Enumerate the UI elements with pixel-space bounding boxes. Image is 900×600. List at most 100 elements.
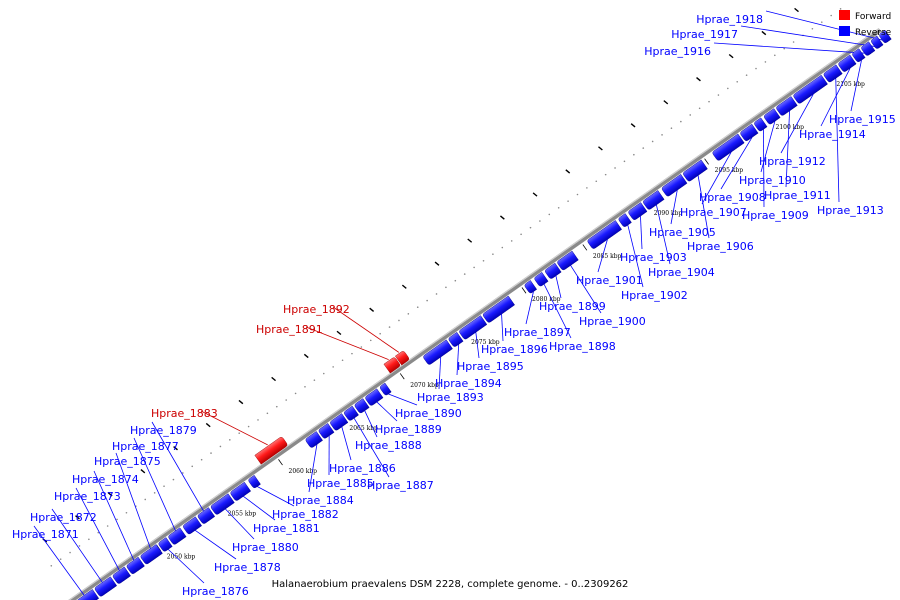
gene-block-hprae_1890[interactable] (379, 382, 392, 396)
gene-block-hprae_1887[interactable] (343, 405, 359, 421)
gene-block-hprae_1907[interactable] (712, 133, 745, 161)
gene-label-hprae_1880[interactable]: Hprae_1880 (232, 541, 299, 554)
gene-block-hprae_1884[interactable] (305, 431, 323, 448)
gene-label-hprae_1893[interactable]: Hprae_1893 (417, 391, 484, 404)
gene-label-hprae_1909[interactable]: Hprae_1909 (742, 209, 809, 222)
gene-label-hprae_1891[interactable]: Hprae_1891 (256, 323, 323, 336)
gene-label-hprae_1897[interactable]: Hprae_1897 (504, 326, 571, 339)
gene-block-hprae_1893[interactable] (423, 339, 453, 366)
gene-label-hprae_1918[interactable]: Hprae_1918 (696, 13, 763, 26)
gene-block-hprae_1904[interactable] (642, 190, 665, 210)
gene-label-hprae_1907[interactable]: Hprae_1907 (680, 206, 747, 219)
gene-label-hprae_1871[interactable]: Hprae_1871 (12, 528, 79, 541)
gene-block-hprae_1915[interactable] (851, 48, 866, 63)
gene-label-hprae_1892[interactable]: Hprae_1892 (283, 303, 350, 316)
gene-label-hprae_1912[interactable]: Hprae_1912 (759, 155, 826, 168)
gene-label-hprae_1905[interactable]: Hprae_1905 (649, 226, 716, 239)
gene-block-hprae_1885[interactable] (318, 423, 335, 439)
gene-block-hprae_1880[interactable] (210, 493, 235, 516)
gene-label-hprae_1906[interactable]: Hprae_1906 (687, 240, 754, 253)
gene-label-hprae_1915[interactable]: Hprae_1915 (829, 113, 896, 126)
gene-label-hprae_1896[interactable]: Hprae_1896 (481, 343, 548, 356)
gene-label-hprae_1875[interactable]: Hprae_1875 (94, 455, 161, 468)
gene-label-hprae_1886[interactable]: Hprae_1886 (329, 462, 396, 475)
gene-block-hprae_1891[interactable] (383, 357, 401, 374)
gene-block-hprae_1879[interactable] (197, 507, 216, 525)
gene-label-hprae_1900[interactable]: Hprae_1900 (579, 315, 646, 328)
gene-block-hprae_1888[interactable] (354, 398, 370, 414)
gene-label-hprae_1914[interactable]: Hprae_1914 (799, 128, 866, 141)
gene-block-hprae_1897[interactable] (524, 280, 537, 294)
gene-block-hprae_1872[interactable] (94, 576, 118, 598)
gene-block-hprae_1898[interactable] (534, 272, 549, 287)
gene-block-hprae_1913[interactable] (823, 64, 843, 83)
gene-label-hprae_1879[interactable]: Hprae_1879 (130, 424, 197, 437)
gene-block-hprae_1901[interactable] (587, 220, 622, 249)
gene-label-hprae_1881[interactable]: Hprae_1881 (253, 522, 320, 535)
gene-block-hprae_1918[interactable] (878, 29, 892, 44)
gene-label-hprae_1904[interactable]: Hprae_1904 (648, 266, 715, 279)
legend-reverse-label: Reverse (855, 28, 892, 38)
gene-block-hprae_1906[interactable] (682, 159, 708, 182)
gene-block-hprae_1902[interactable] (618, 213, 632, 227)
gene-label-hprae_1911[interactable]: Hprae_1911 (764, 189, 831, 202)
gene-block-hprae_1905[interactable] (661, 174, 688, 197)
gene-block-hprae_1881[interactable] (230, 481, 252, 501)
gene-label-hprae_1894[interactable]: Hprae_1894 (435, 377, 502, 390)
gene-block-hprae_1914[interactable] (838, 54, 857, 73)
gene-label-hprae_1910[interactable]: Hprae_1910 (739, 174, 806, 187)
gene-block-hprae_1895[interactable] (458, 315, 488, 341)
gene-label-hprae_1888[interactable]: Hprae_1888 (355, 439, 422, 452)
gene-block-hprae_1878[interactable] (182, 516, 202, 535)
gene-block-hprae_1894[interactable] (448, 331, 464, 347)
gene-block-hprae_1899[interactable] (544, 262, 562, 279)
gene-block-hprae_1873[interactable] (112, 566, 131, 585)
gene-block-hprae_1911[interactable] (775, 96, 798, 116)
gene-label-hprae_1908[interactable]: Hprae_1908 (699, 191, 766, 204)
gene-block-hprae_1908[interactable] (740, 123, 759, 142)
gene-block-hprae_1886[interactable] (329, 413, 349, 432)
gene-block-hprae_1900[interactable] (557, 250, 579, 271)
gene-label-hprae_1913[interactable]: Hprae_1913 (817, 204, 884, 217)
gene-label-hprae_1887[interactable]: Hprae_1887 (367, 479, 434, 492)
gene-block-hprae_1877[interactable] (168, 527, 187, 546)
gene-label-hprae_1899[interactable]: Hprae_1899 (539, 300, 606, 313)
gene-block-hprae_1912[interactable] (793, 74, 828, 104)
gene-block-hprae_1882[interactable] (248, 474, 261, 489)
leader-hprae_1891 (305, 326, 389, 360)
gene-label-hprae_1883[interactable]: Hprae_1883 (151, 407, 218, 420)
gene-block-hprae_1910[interactable] (763, 108, 781, 125)
gene-block-hprae_1889[interactable] (364, 388, 384, 407)
gene-label-hprae_1902[interactable]: Hprae_1902 (621, 289, 688, 302)
gene-label-hprae_1873[interactable]: Hprae_1873 (54, 490, 121, 503)
gene-block-hprae_1883[interactable] (254, 436, 288, 465)
legend-forward-label: Forward (855, 12, 891, 22)
gene-block-hprae_1917[interactable] (870, 35, 884, 50)
gene-label-hprae_1876[interactable]: Hprae_1876 (182, 585, 249, 598)
gene-label-hprae_1872[interactable]: Hprae_1872 (30, 511, 97, 524)
gene-block-hprae_1875[interactable] (140, 544, 163, 565)
gene-label-hprae_1885[interactable]: Hprae_1885 (307, 477, 374, 490)
gene-label-hprae_1877[interactable]: Hprae_1877 (112, 440, 179, 453)
gene-label-hprae_1882[interactable]: Hprae_1882 (272, 508, 339, 521)
gene-block-hprae_1874[interactable] (126, 556, 145, 575)
gene-label-hprae_1895[interactable]: Hprae_1895 (457, 360, 524, 373)
gene-block-hprae_1876[interactable] (158, 537, 173, 553)
gene-label-hprae_1889[interactable]: Hprae_1889 (375, 423, 442, 436)
gene-block-hprae_1896[interactable] (482, 295, 515, 323)
gene-label-hprae_1901[interactable]: Hprae_1901 (576, 274, 643, 287)
gene-label-hprae_1917[interactable]: Hprae_1917 (671, 28, 738, 41)
gene-label-hprae_1878[interactable]: Hprae_1878 (214, 561, 281, 574)
gene-label-hprae_1916[interactable]: Hprae_1916 (644, 45, 711, 58)
gene-label-hprae_1903[interactable]: Hprae_1903 (620, 251, 687, 264)
gene-label-hprae_1898[interactable]: Hprae_1898 (549, 340, 616, 353)
gene-block-hprae_1909[interactable] (753, 117, 768, 132)
gene-block-hprae_1892[interactable] (395, 350, 410, 366)
gene-block-hprae_1916[interactable] (860, 41, 876, 57)
gene-label-hprae_1890[interactable]: Hprae_1890 (395, 407, 462, 420)
gene-block-hprae_1903[interactable] (628, 202, 648, 221)
gene-block-hprae_1871[interactable] (76, 589, 100, 600)
legend-forward-swatch (839, 10, 850, 20)
gene-label-hprae_1884[interactable]: Hprae_1884 (287, 494, 354, 507)
gene-label-hprae_1874[interactable]: Hprae_1874 (72, 473, 139, 486)
